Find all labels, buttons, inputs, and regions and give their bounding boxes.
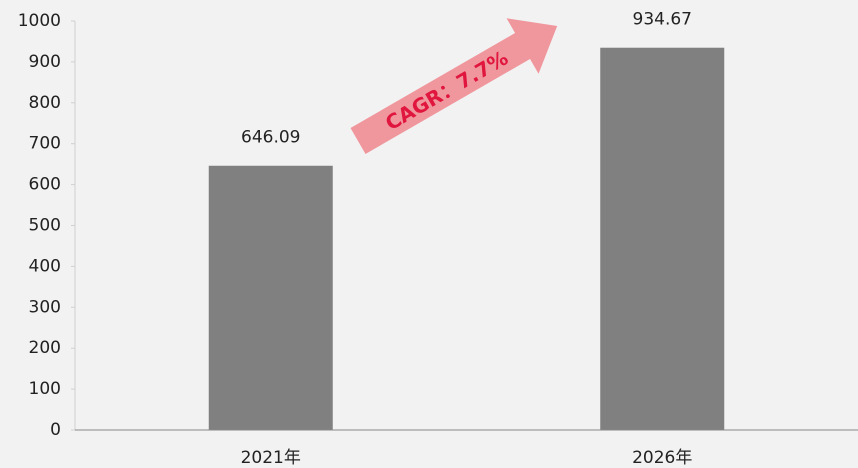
y-tick-label: 0 [50,420,61,440]
bar [600,47,725,430]
y-tick-label: 1000 [18,11,61,31]
y-tick-label: 500 [29,216,61,236]
y-tick-label: 300 [29,297,61,317]
y-tick-label: 100 [29,379,61,399]
x-tick-label: 2021年 [241,448,301,468]
y-tick-label: 700 [29,134,61,154]
y-tick-label: 200 [29,338,61,358]
bar [208,165,333,430]
x-tick-label: 2026年 [632,448,692,468]
y-tick-label: 900 [29,52,61,72]
value-label: 934.67 [633,10,692,30]
y-tick-label: 400 [29,256,61,276]
y-tick-label: 600 [29,175,61,195]
y-tick-label: 800 [29,93,61,113]
arrow-shape [350,18,558,154]
value-label: 646.09 [241,128,300,148]
